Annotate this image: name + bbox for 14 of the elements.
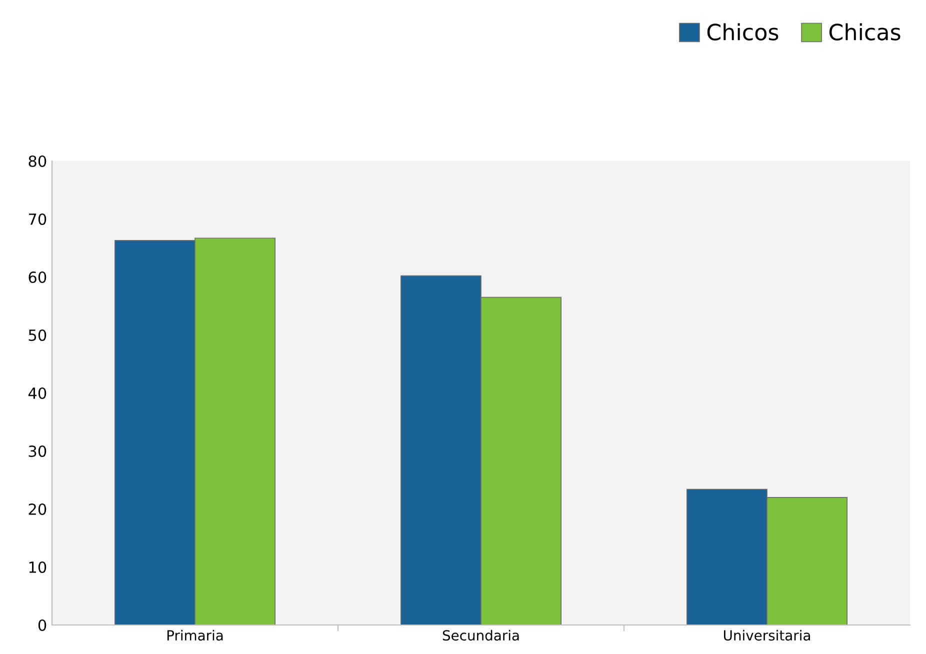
y-tick-label: 70 [28,213,46,226]
legend-label: Chicas [829,23,900,40]
y-tick-label: 40 [28,387,46,400]
y-tick-label: 0 [38,619,46,632]
x-tick-label: Secundaria [442,630,519,641]
y-tick-label: 80 [28,155,46,168]
x-tick-label: Primaria [167,630,223,641]
x-tick-label: Universitaria [724,630,810,641]
y-tick-label: 20 [28,503,46,516]
y-tick-label: 30 [28,445,46,458]
y-tick-label: 50 [28,329,46,342]
legend-label: Chicos [707,23,778,40]
y-tick-label: 10 [29,561,46,574]
y-tick-label: 60 [28,271,46,284]
